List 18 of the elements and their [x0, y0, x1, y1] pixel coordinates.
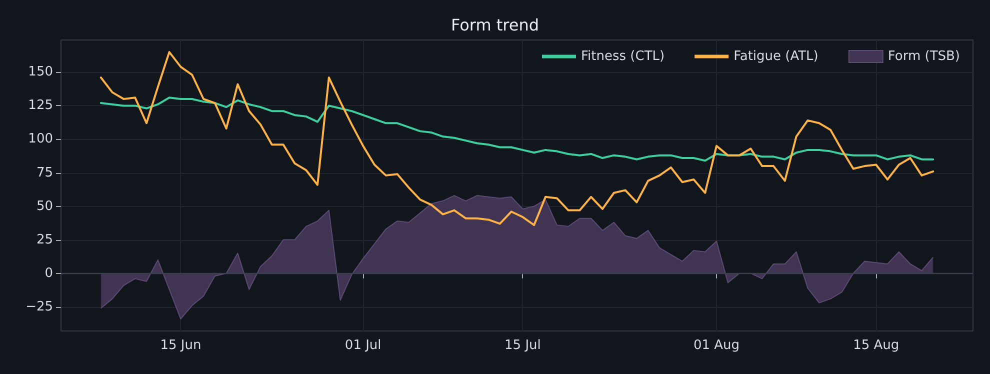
y-tick-label: 25 [36, 232, 53, 248]
legend-label: Fitness (CTL) [581, 49, 665, 64]
y-tick-label: −25 [26, 299, 53, 314]
y-tick-label: 0 [44, 266, 53, 281]
line-series [100, 96, 934, 162]
x-tick-label: 01 Jul [344, 338, 382, 353]
x-tick-label: 15 Jun [160, 338, 202, 353]
legend-label: Form (TSB) [888, 49, 960, 64]
x-tick-label: 15 Aug [853, 338, 900, 353]
legend-label: Fatigue (ATL) [734, 49, 818, 64]
y-tick-label: 75 [36, 165, 53, 180]
y-tick-label: 125 [28, 98, 53, 114]
x-tick-label: 01 Aug [693, 338, 740, 353]
x-tick-label: 15 Jul [504, 338, 541, 353]
chart-title: Form trend [450, 16, 540, 34]
y-tick-label: 150 [28, 64, 53, 80]
y-tick-label: 50 [36, 198, 53, 214]
y-tick-label: 100 [28, 132, 53, 147]
